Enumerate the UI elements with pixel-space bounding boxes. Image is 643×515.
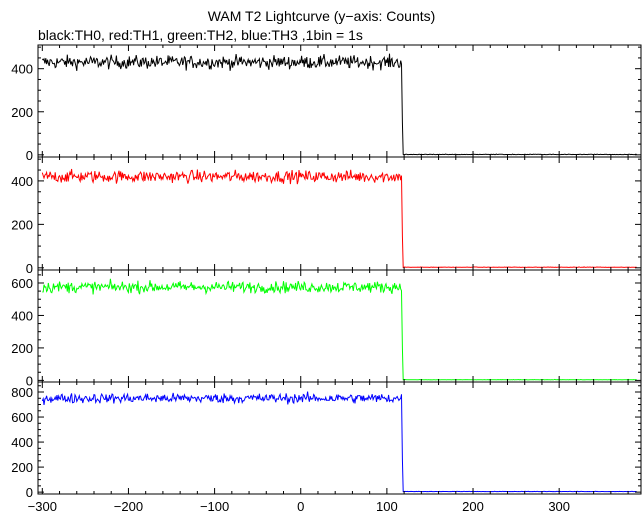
y-tick-label: 400	[11, 435, 33, 450]
panel-th2: 0 200 400 600	[11, 269, 642, 388]
y-tick-label: 600	[11, 276, 33, 291]
panel-frame	[37, 269, 642, 383]
y-tick-label: 0	[26, 261, 33, 276]
y-tick-label: 200	[11, 217, 33, 232]
y-tick-label: 200	[11, 105, 33, 120]
x-tick-label: 0	[297, 499, 304, 514]
chart-title: WAM T2 Lightcurve (y−axis: Counts)	[207, 8, 436, 24]
panel-frame	[37, 381, 642, 495]
panel-th3: 0 200 400 600 800	[11, 381, 642, 500]
series-line-th0	[41, 53, 637, 156]
y-tick-label: 0	[26, 485, 33, 500]
chart-subtitle: black:TH0, red:TH1, green:TH2, blue:TH3 …	[38, 27, 363, 43]
panel-frame	[37, 156, 642, 271]
y-tick-label: 0	[26, 148, 33, 163]
x-tick-label: 200	[462, 499, 484, 514]
y-tick-label: 800	[11, 385, 33, 400]
x-tick-label: −100	[200, 499, 229, 514]
x-tick-label: −200	[114, 499, 143, 514]
series-line-th3	[41, 391, 637, 493]
x-tick-label: −300	[28, 499, 57, 514]
y-tick-label: 600	[11, 410, 33, 425]
y-tick-label: 400	[11, 308, 33, 323]
y-tick-label: 400	[11, 174, 33, 189]
series-line-th2	[42, 278, 637, 381]
x-tick-label: 100	[376, 499, 398, 514]
series-line-th1	[41, 168, 637, 269]
y-tick-label: 200	[11, 460, 33, 475]
y-tick-label: 200	[11, 341, 33, 356]
panel-th0: 0 200 400	[11, 44, 642, 163]
y-tick-label: 0	[26, 373, 33, 388]
panel-th1: 0 200 400	[11, 156, 642, 276]
x-tick-label: 300	[548, 499, 570, 514]
y-tick-label: 400	[11, 62, 33, 77]
